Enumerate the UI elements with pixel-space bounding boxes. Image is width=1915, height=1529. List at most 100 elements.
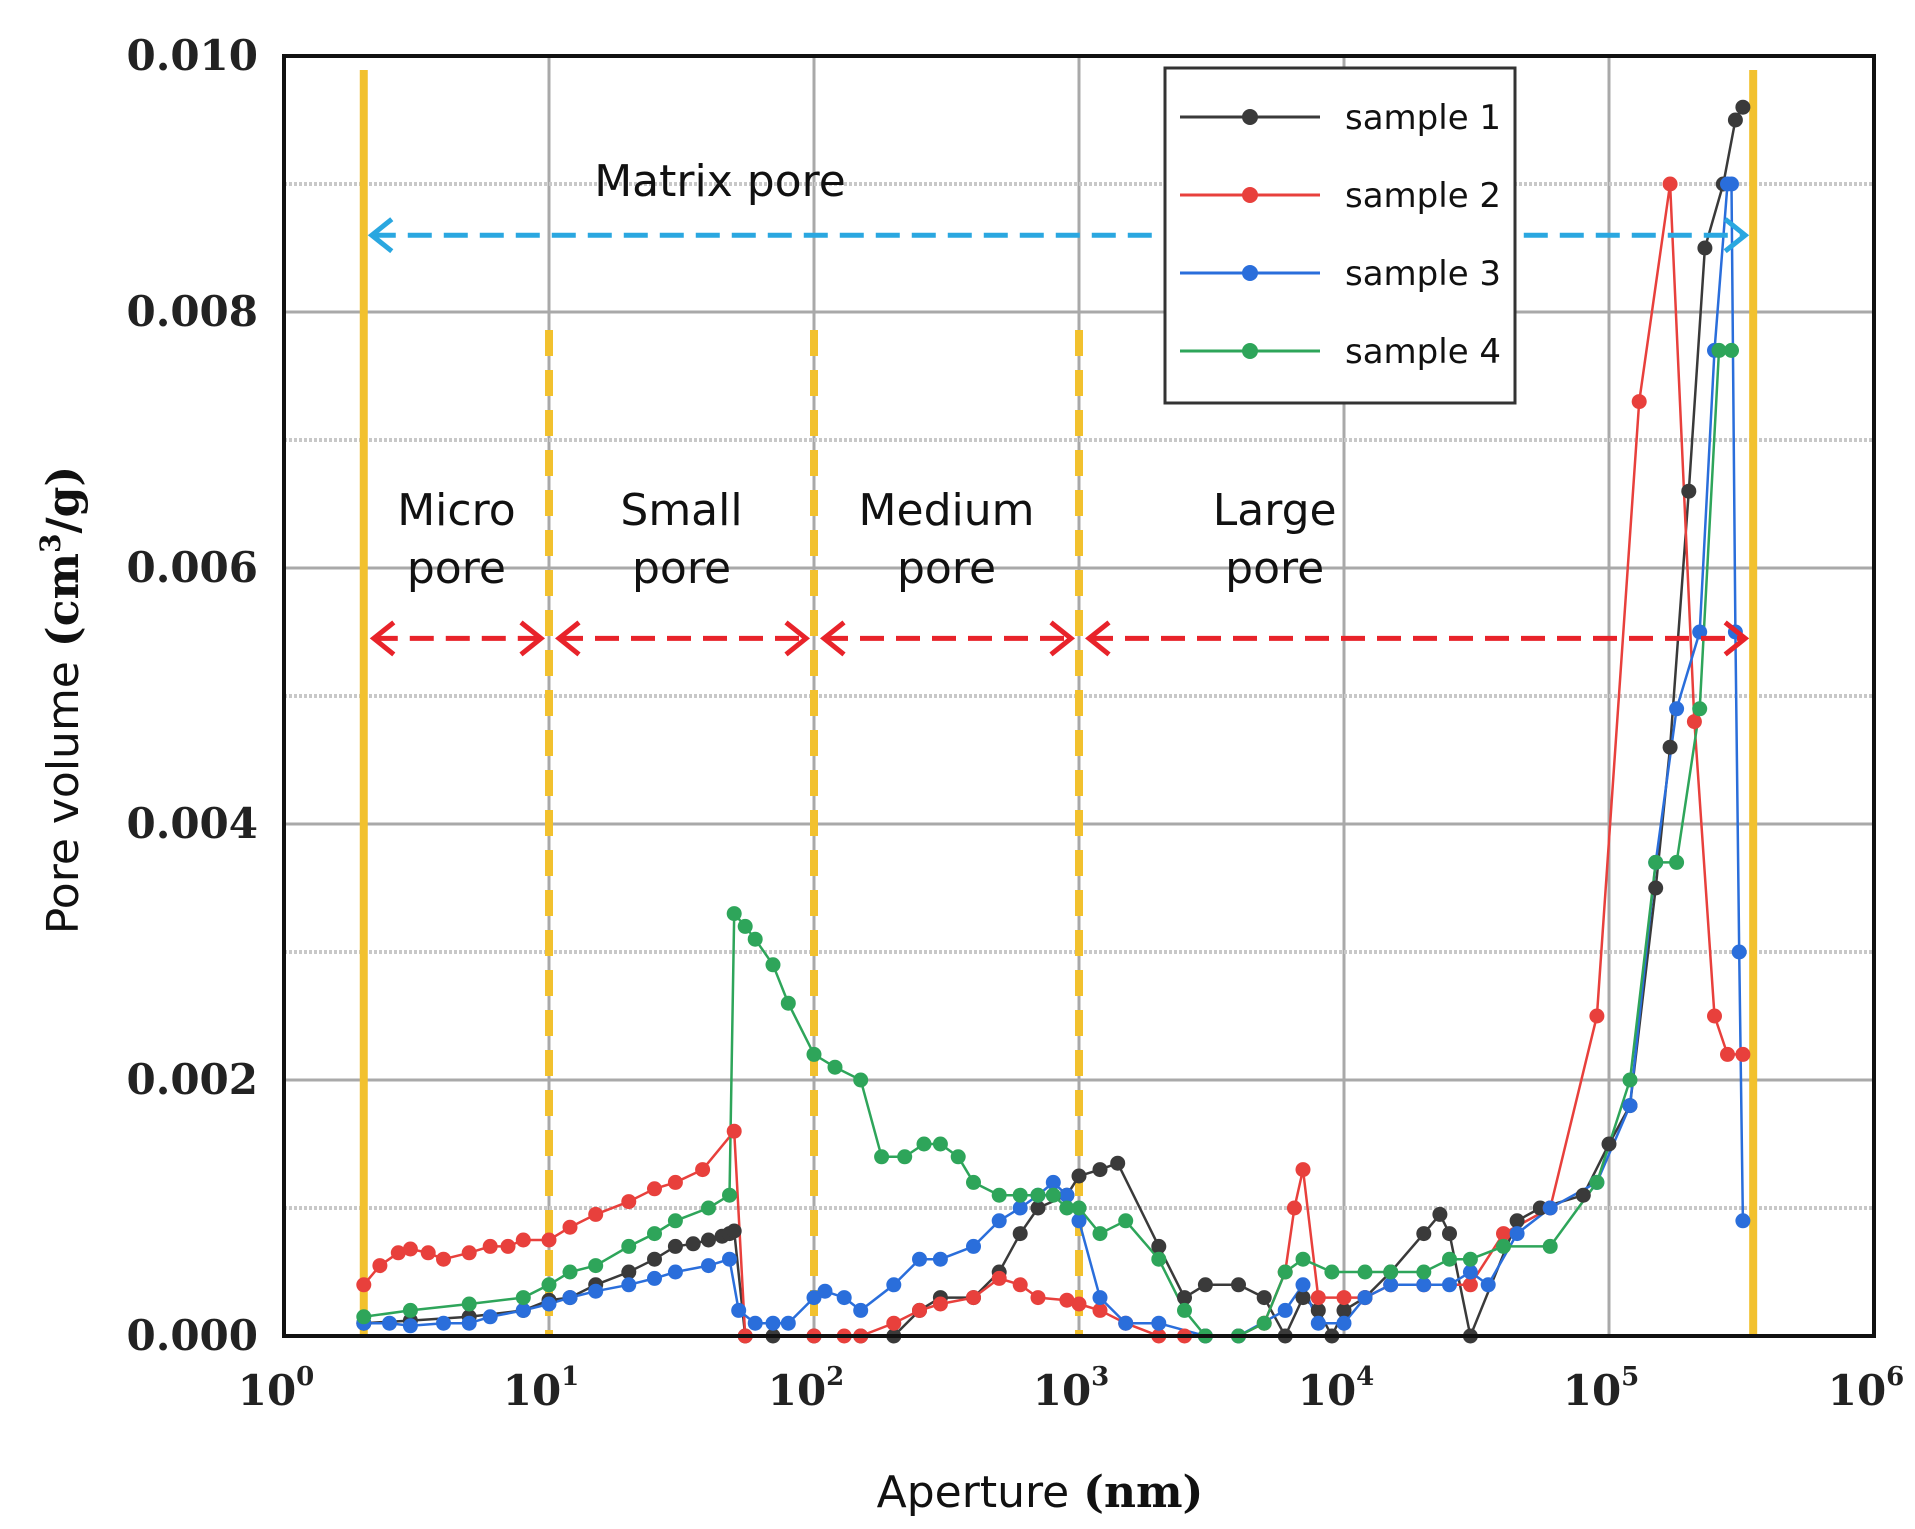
data-point-sample-2 <box>966 1290 981 1306</box>
data-point-sample-1 <box>1231 1277 1246 1293</box>
data-point-sample-1 <box>685 1236 701 1252</box>
data-point-sample-4 <box>621 1238 637 1254</box>
data-point-sample-1 <box>1177 1290 1192 1306</box>
legend-label-2: sample 2 <box>1345 176 1501 216</box>
data-point-sample-2 <box>1720 1046 1735 1062</box>
data-point-sample-1 <box>1575 1187 1591 1203</box>
data-point-sample-2 <box>1631 394 1647 410</box>
x-tick-exponent: 1 <box>561 1362 579 1392</box>
data-point-sample-1 <box>1197 1277 1213 1293</box>
x-tick-exponent: 4 <box>1356 1362 1374 1392</box>
data-point-sample-4 <box>966 1174 981 1190</box>
data-point-sample-4 <box>780 995 796 1011</box>
data-point-sample-2 <box>647 1181 662 1197</box>
region-label-3-line-1: Medium <box>859 485 1035 536</box>
data-point-sample-2 <box>461 1245 477 1261</box>
data-point-sample-4 <box>991 1187 1007 1203</box>
data-point-sample-3 <box>1092 1290 1108 1306</box>
data-point-sample-2 <box>1589 1008 1605 1024</box>
data-point-sample-3 <box>1383 1277 1399 1293</box>
data-point-sample-3 <box>647 1270 662 1286</box>
data-point-sample-2 <box>541 1232 557 1248</box>
data-point-sample-4 <box>950 1149 966 1165</box>
data-point-sample-3 <box>621 1277 637 1293</box>
data-point-sample-3 <box>806 1290 822 1306</box>
x-axis-label: Aperture (nm) <box>877 1467 1204 1518</box>
y-tick-label: 0.002 <box>126 1055 258 1104</box>
data-point-sample-3 <box>588 1283 604 1299</box>
data-point-sample-3 <box>1509 1226 1525 1242</box>
region-label-4-line-1: Large <box>1213 485 1337 536</box>
data-point-sample-2 <box>588 1206 604 1222</box>
data-point-sample-2 <box>402 1241 418 1257</box>
x-tick-label: 103 <box>1033 1362 1110 1415</box>
y-tick-label: 0.008 <box>126 287 258 336</box>
data-point-sample-1 <box>621 1264 637 1280</box>
data-point-sample-4 <box>874 1149 890 1165</box>
data-point-sample-1 <box>667 1238 683 1254</box>
data-point-sample-3 <box>1059 1187 1075 1203</box>
data-point-sample-2 <box>562 1219 578 1235</box>
data-point-sample-2 <box>1071 1296 1087 1312</box>
data-point-sample-4 <box>897 1149 913 1165</box>
data-point-sample-3 <box>1277 1302 1293 1318</box>
x-tick-exponent: 3 <box>1091 1362 1109 1392</box>
x-tick-exponent: 6 <box>1886 1362 1904 1392</box>
data-point-sample-4 <box>1030 1187 1046 1203</box>
region-label-2-line-1: Small <box>620 485 742 536</box>
data-point-sample-1 <box>1735 99 1751 115</box>
data-point-sample-1 <box>1110 1155 1126 1171</box>
data-point-sample-1 <box>1310 1302 1326 1318</box>
data-point-sample-4 <box>1692 701 1708 717</box>
data-point-sample-3 <box>1071 1213 1087 1229</box>
data-point-sample-2 <box>372 1258 388 1274</box>
data-point-sample-1 <box>1030 1200 1046 1216</box>
data-point-sample-2 <box>356 1277 372 1293</box>
data-point-sample-3 <box>1480 1277 1496 1293</box>
data-point-sample-1 <box>1509 1213 1525 1229</box>
x-tick-base: 10 <box>503 1366 561 1415</box>
data-point-sample-4 <box>932 1136 948 1152</box>
data-point-sample-2 <box>1059 1292 1075 1308</box>
data-point-sample-3 <box>436 1315 451 1331</box>
data-point-sample-1 <box>1681 483 1697 499</box>
data-point-sample-4 <box>402 1302 418 1318</box>
data-point-sample-3 <box>461 1315 477 1331</box>
legend-marker-4 <box>1242 343 1258 359</box>
data-point-sample-3 <box>1416 1277 1432 1293</box>
data-point-sample-3 <box>1336 1315 1352 1331</box>
x-tick-base: 10 <box>1033 1366 1091 1415</box>
data-point-sample-3 <box>1118 1315 1134 1331</box>
x-tick-base: 10 <box>1828 1366 1886 1415</box>
data-point-sample-2 <box>886 1315 902 1331</box>
x-tick-base: 10 <box>1563 1366 1621 1415</box>
data-point-sample-2 <box>515 1232 531 1248</box>
data-point-sample-3 <box>1735 1213 1751 1229</box>
y-axis-label-main: Pore volume <box>38 647 89 934</box>
data-point-sample-3 <box>1622 1098 1638 1114</box>
data-point-sample-4 <box>515 1290 531 1306</box>
region-label-2-line-2: pore <box>632 543 731 594</box>
data-point-sample-2 <box>1735 1046 1751 1062</box>
series-line-1 <box>363 106 1744 1341</box>
region-labels: Micro pore Small pore Medium pore Large pore Mat… <box>397 156 1336 594</box>
data-point-sample-4 <box>765 957 781 973</box>
region-arrows <box>367 217 1750 657</box>
data-point-sample-4 <box>1151 1251 1167 1267</box>
data-point-sample-4 <box>1442 1251 1457 1267</box>
data-point-sample-3 <box>991 1213 1007 1229</box>
legend-box <box>1163 66 1517 405</box>
data-point-sample-4 <box>667 1213 683 1229</box>
data-point-sample-2 <box>482 1238 498 1254</box>
matrix-pore-label: Matrix pore <box>594 156 846 207</box>
data-point-sample-2 <box>991 1270 1007 1286</box>
x-axis-label-main: Aperture <box>877 1467 1084 1518</box>
legend-marker-1 <box>1242 109 1258 125</box>
data-point-sample-3 <box>1442 1277 1457 1293</box>
data-point-sample-1 <box>1256 1290 1272 1306</box>
data-point-sample-3 <box>912 1251 927 1267</box>
x-tick-label: 102 <box>768 1362 845 1415</box>
data-point-sample-1 <box>1416 1226 1432 1242</box>
data-point-sample-1 <box>1012 1226 1028 1242</box>
data-point-sample-4 <box>1462 1251 1478 1267</box>
